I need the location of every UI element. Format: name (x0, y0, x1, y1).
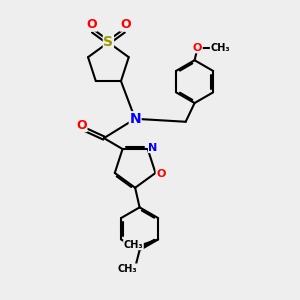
Text: O: O (156, 169, 166, 179)
Text: CH₃: CH₃ (117, 264, 136, 274)
Text: O: O (86, 18, 97, 31)
Text: O: O (120, 18, 130, 31)
Text: S: S (103, 35, 113, 50)
Text: O: O (76, 118, 87, 131)
Text: CH₃: CH₃ (210, 43, 230, 53)
Text: N: N (129, 112, 141, 126)
Text: CH₃: CH₃ (124, 240, 143, 250)
Text: N: N (148, 142, 158, 152)
Text: O: O (193, 43, 202, 53)
